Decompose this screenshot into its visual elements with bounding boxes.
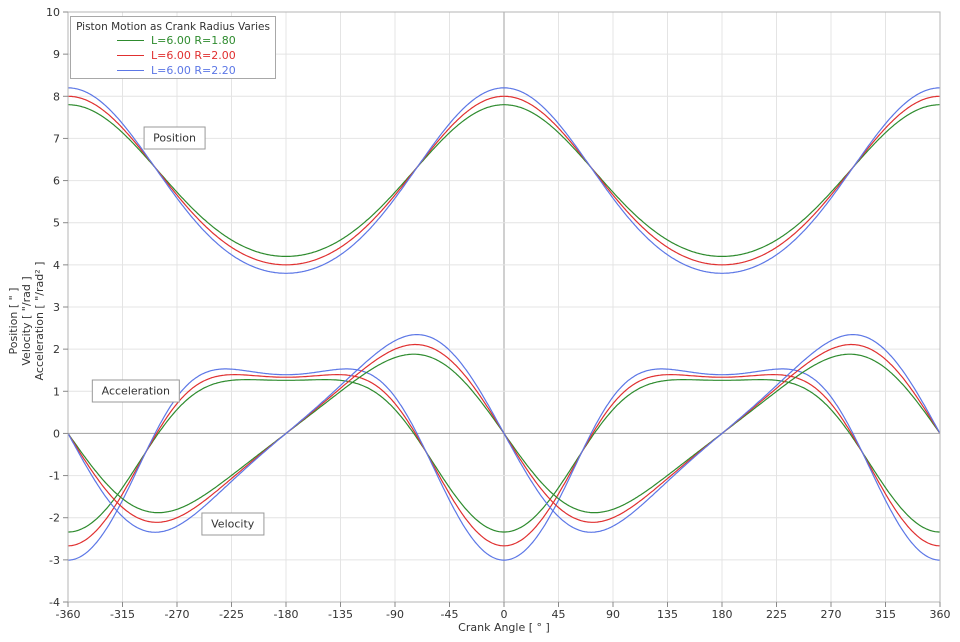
x-tick-label: -225 xyxy=(219,608,244,621)
x-tick-label: 45 xyxy=(552,608,566,621)
x-tick-label: 180 xyxy=(712,608,733,621)
x-tick-label: 225 xyxy=(766,608,787,621)
x-tick-label: -90 xyxy=(386,608,404,621)
y-tick-label: 2 xyxy=(53,343,60,356)
x-tick-label: 360 xyxy=(930,608,951,621)
x-tick-label: 135 xyxy=(657,608,678,621)
y-tick-label: 8 xyxy=(53,90,60,103)
legend-box: Piston Motion as Crank Radius Varies L=6… xyxy=(70,16,276,79)
axis-ticks: -360 -315 -270 -225 -180 -135 -90 -45 0 45 90 135 18… xyxy=(46,6,951,621)
x-tick-label: -360 xyxy=(56,608,81,621)
acceleration-curve-label: Acceleration xyxy=(91,379,180,403)
velocity-curve-label: Velocity xyxy=(201,512,265,536)
x-tick-label: 0 xyxy=(501,608,508,621)
position-curve-R2 xyxy=(68,95,940,266)
x-tick-label: -180 xyxy=(274,608,299,621)
y-tick-label: 9 xyxy=(53,48,60,61)
y-tick-label: 0 xyxy=(53,427,60,440)
x-tick-label: -135 xyxy=(328,608,353,621)
y-tick-label: -4 xyxy=(49,596,60,609)
y-tick-label: 1 xyxy=(53,385,60,398)
position-curve-label: Position xyxy=(143,126,206,150)
legend-label-r220: L=6.00 R=2.20 xyxy=(151,64,236,77)
legend-label-r200: L=6.00 R=2.00 xyxy=(151,49,236,62)
acceleration-curve-R2.2 xyxy=(68,368,940,561)
y-axis-title: Position [ " ] Velocity [ "/rad ] Accele… xyxy=(7,201,47,441)
y-tick-label: 10 xyxy=(46,6,60,19)
y-tick-label: 5 xyxy=(53,217,60,230)
y-axis-title-position: Position [ " ] xyxy=(7,287,20,355)
velocity-curve-R2.2 xyxy=(67,334,941,533)
x-tick-label: -45 xyxy=(441,608,459,621)
chart-title: Piston Motion as Crank Radius Varies xyxy=(76,21,270,33)
x-tick-label: 315 xyxy=(875,608,896,621)
y-axis-title-velocity: Velocity [ "/rad ] xyxy=(20,276,33,366)
y-tick-label: -2 xyxy=(49,512,60,525)
y-tick-label: -1 xyxy=(49,470,60,483)
x-tick-label: 90 xyxy=(606,608,620,621)
y-axis-title-acceleration: Acceleration [ "/rad² ] xyxy=(33,261,46,381)
x-axis-title: Crank Angle [ ° ] xyxy=(458,621,550,634)
y-tick-label: 6 xyxy=(53,175,60,188)
acceleration-curve-R1.8 xyxy=(68,379,940,533)
gridlines xyxy=(67,11,941,603)
x-tick-label: -315 xyxy=(110,608,135,621)
position-curve-R1.8 xyxy=(68,104,940,257)
legend-line-blue-icon xyxy=(117,70,144,71)
position-curve-R2.2 xyxy=(68,87,940,274)
y-tick-label: 4 xyxy=(53,259,60,272)
y-tick-label: 3 xyxy=(53,301,60,314)
x-tick-label: -270 xyxy=(165,608,190,621)
legend-label-r180: L=6.00 R=1.80 xyxy=(151,34,236,47)
legend-line-green-icon xyxy=(117,40,144,41)
y-tick-label: 7 xyxy=(53,132,60,145)
legend-line-red-icon xyxy=(117,55,144,56)
legend-entry-r200: L=6.00 R=2.00 xyxy=(71,48,275,63)
x-tick-label: 270 xyxy=(821,608,842,621)
curves xyxy=(67,87,941,561)
legend-entry-r180: L=6.00 R=1.80 xyxy=(71,33,275,48)
y-tick-label: -3 xyxy=(49,554,60,567)
legend-entry-r220: L=6.00 R=2.20 xyxy=(71,63,275,78)
